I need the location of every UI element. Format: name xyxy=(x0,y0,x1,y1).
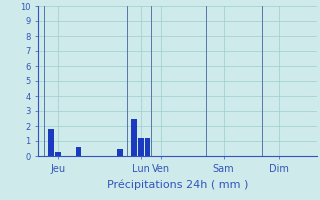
Bar xyxy=(76,147,81,156)
Bar xyxy=(131,118,137,156)
Bar xyxy=(55,152,61,156)
X-axis label: Précipitations 24h ( mm ): Précipitations 24h ( mm ) xyxy=(107,179,248,190)
Bar xyxy=(145,138,150,156)
Bar xyxy=(138,138,144,156)
Bar xyxy=(117,148,123,156)
Bar xyxy=(48,129,54,156)
